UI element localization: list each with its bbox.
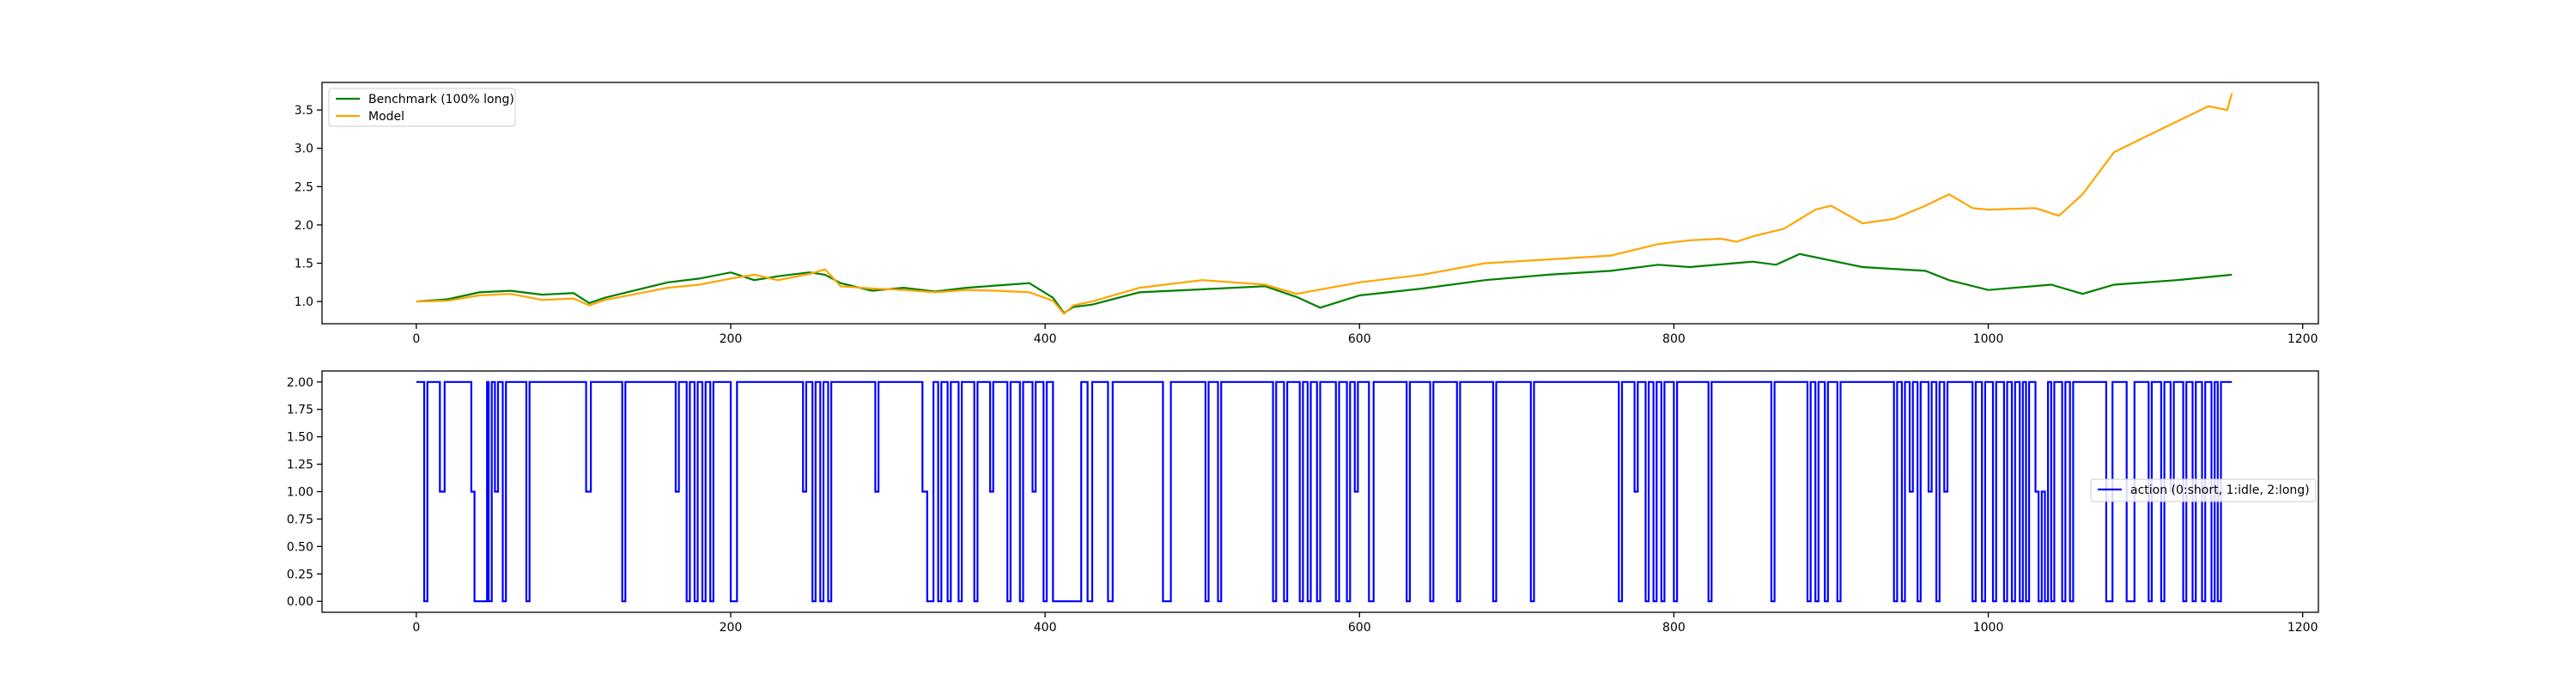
y-tick-label: 0.25 (287, 568, 313, 581)
y-tick-label: 1.75 (287, 404, 313, 417)
x-tick-label: 200 (720, 332, 743, 346)
x-tick-label: 400 (1034, 332, 1057, 346)
y-tick-label: 1.0 (295, 295, 313, 309)
y-tick-label: 2.0 (295, 219, 313, 233)
x-tick-label: 600 (1348, 332, 1371, 346)
y-tick-label: 3.0 (295, 143, 313, 156)
legend-label: action (0:short, 1:idle, 2:long) (2130, 483, 2310, 497)
x-tick-label: 1000 (1973, 332, 2004, 346)
x-tick-label: 600 (1348, 621, 1371, 635)
legend-label: Model (368, 110, 404, 124)
legend-label: Benchmark (100% long) (368, 93, 514, 106)
y-tick-label: 2.5 (295, 180, 313, 194)
y-tick-label: 0.75 (287, 513, 313, 526)
axes-frame (321, 82, 2319, 325)
x-tick-label: 1200 (2287, 332, 2318, 346)
x-tick-label: 1200 (2287, 621, 2318, 635)
y-tick-label: 3.5 (295, 104, 313, 118)
x-tick-label: 0 (412, 621, 420, 635)
x-tick-label: 800 (1662, 332, 1686, 346)
y-tick-label: 1.50 (287, 431, 313, 445)
series-line-action (416, 380, 2233, 603)
x-tick-label: 1000 (1973, 621, 2004, 635)
legend-box (328, 88, 516, 127)
y-tick-label: 1.00 (287, 486, 313, 500)
y-tick-label: 0.00 (287, 595, 313, 609)
y-tick-label: 1.25 (287, 459, 313, 472)
legend: Benchmark (100% long) Model (328, 88, 516, 127)
plot-area (322, 82, 2318, 324)
x-tick-label: 0 (412, 332, 420, 346)
series-line-model (416, 93, 2233, 315)
y-tick-label: 2.00 (287, 376, 313, 390)
y-tick-label: 0.50 (287, 540, 313, 554)
series-line-benchmark (416, 252, 2233, 314)
x-tick-label: 800 (1662, 621, 1686, 635)
legend-box (2090, 478, 2317, 502)
y-tick-label: 1.5 (295, 258, 313, 271)
benchmark-model-axes: 0 200 400 600 800 1000 1200 1.0 1.5 2.0 2.5 3.0 3.5 B… (295, 82, 2319, 346)
series-group (416, 93, 2233, 315)
legend: action (0:short, 1:idle, 2:long) (2090, 478, 2317, 502)
x-tick-label: 200 (720, 621, 743, 635)
action-axes: 0 200 400 600 800 1000 1200 0.00 0.25 0.50 0.75 1.0… (287, 370, 2319, 635)
x-tick-label: 400 (1034, 621, 1057, 635)
series-group (416, 380, 2233, 603)
